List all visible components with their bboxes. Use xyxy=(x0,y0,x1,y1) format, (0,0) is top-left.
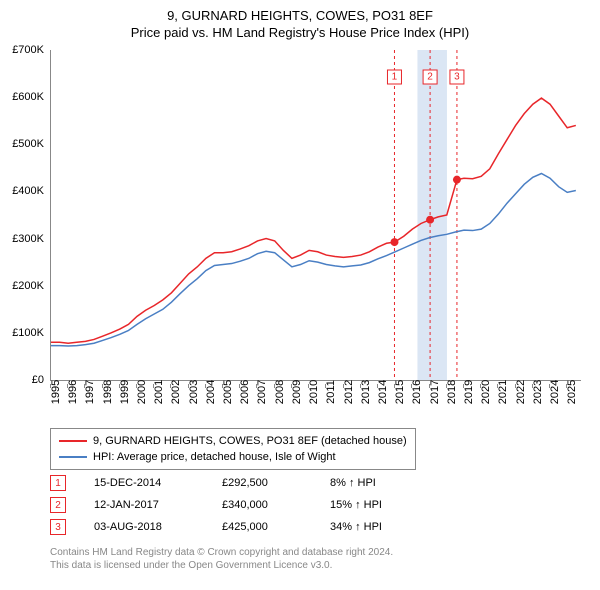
x-tick-label: 2025 xyxy=(566,380,578,404)
sales-date: 15-DEC-2014 xyxy=(94,477,194,489)
x-tick-label: 2016 xyxy=(411,380,423,404)
x-tick-label: 2021 xyxy=(497,380,509,404)
x-tick-label: 1998 xyxy=(102,380,114,404)
sale-marker-number: 1 xyxy=(392,72,398,83)
sales-hpi: 8% ↑ HPI xyxy=(330,477,420,489)
x-tick-label: 2006 xyxy=(239,380,251,404)
series-line-property xyxy=(51,98,576,343)
y-tick-label: £500K xyxy=(12,138,44,150)
legend-label-property: 9, GURNARD HEIGHTS, COWES, PO31 8EF (det… xyxy=(93,433,407,449)
sales-table: 1 15-DEC-2014 £292,500 8% ↑ HPI 2 12-JAN-2017… xyxy=(50,472,420,538)
series-line-hpi xyxy=(51,174,576,347)
legend-label-hpi: HPI: Average price, detached house, Isle… xyxy=(93,449,336,465)
x-tick-label: 2010 xyxy=(308,380,320,404)
x-axis-ticks: 1995199619971998199920002001200220032004… xyxy=(50,384,580,434)
sales-price: £340,000 xyxy=(222,499,302,511)
x-tick-label: 2004 xyxy=(205,380,217,404)
x-tick-label: 2022 xyxy=(515,380,527,404)
y-tick-label: £300K xyxy=(12,233,44,245)
sale-dot xyxy=(390,238,398,246)
sales-badge: 2 xyxy=(50,497,66,513)
x-tick-label: 1997 xyxy=(84,380,96,404)
legend-row-hpi: HPI: Average price, detached house, Isle… xyxy=(59,449,407,465)
y-tick-label: £600K xyxy=(12,91,44,103)
sales-row: 2 12-JAN-2017 £340,000 15% ↑ HPI xyxy=(50,494,420,516)
sales-hpi: 15% ↑ HPI xyxy=(330,499,420,511)
x-tick-label: 2013 xyxy=(360,380,372,404)
sales-hpi: 34% ↑ HPI xyxy=(330,521,420,533)
sales-row: 1 15-DEC-2014 £292,500 8% ↑ HPI xyxy=(50,472,420,494)
x-tick-label: 2019 xyxy=(463,380,475,404)
sale-marker-number: 3 xyxy=(454,72,460,83)
x-tick-label: 2014 xyxy=(377,380,389,404)
x-tick-label: 2009 xyxy=(291,380,303,404)
legend-swatch-hpi xyxy=(59,456,87,458)
sales-badge: 3 xyxy=(50,519,66,535)
sale-band xyxy=(417,50,447,380)
sales-row: 3 03-AUG-2018 £425,000 34% ↑ HPI xyxy=(50,516,420,538)
footer-line1: Contains HM Land Registry data © Crown c… xyxy=(50,546,393,559)
y-tick-label: £100K xyxy=(12,327,44,339)
x-tick-label: 2020 xyxy=(480,380,492,404)
y-tick-label: £700K xyxy=(12,44,44,56)
x-tick-label: 2012 xyxy=(343,380,355,404)
sale-dot xyxy=(453,176,461,184)
sales-price: £425,000 xyxy=(222,521,302,533)
chart-svg: 1 2 3 xyxy=(51,50,581,380)
x-tick-label: 2000 xyxy=(136,380,148,404)
x-tick-label: 2008 xyxy=(274,380,286,404)
footer: Contains HM Land Registry data © Crown c… xyxy=(50,546,393,572)
sales-badge: 1 xyxy=(50,475,66,491)
legend: 9, GURNARD HEIGHTS, COWES, PO31 8EF (det… xyxy=(50,428,416,470)
x-tick-label: 1996 xyxy=(67,380,79,404)
y-axis-ticks: £0£100K£200K£300K£400K£500K£600K£700K xyxy=(0,50,48,380)
x-tick-label: 1999 xyxy=(119,380,131,404)
legend-swatch-property xyxy=(59,440,87,442)
x-tick-label: 2001 xyxy=(153,380,165,404)
y-tick-label: £0 xyxy=(32,374,44,386)
legend-row-property: 9, GURNARD HEIGHTS, COWES, PO31 8EF (det… xyxy=(59,433,407,449)
y-tick-label: £400K xyxy=(12,185,44,197)
footer-line2: This data is licensed under the Open Gov… xyxy=(50,559,393,572)
x-tick-label: 2017 xyxy=(429,380,441,404)
x-tick-label: 2007 xyxy=(256,380,268,404)
title-line1: 9, GURNARD HEIGHTS, COWES, PO31 8EF xyxy=(0,8,600,23)
sales-date: 12-JAN-2017 xyxy=(94,499,194,511)
x-tick-label: 2015 xyxy=(394,380,406,404)
chart-container: 9, GURNARD HEIGHTS, COWES, PO31 8EF Pric… xyxy=(0,0,600,590)
x-tick-label: 2024 xyxy=(549,380,561,404)
x-tick-label: 2003 xyxy=(188,380,200,404)
sales-price: £292,500 xyxy=(222,477,302,489)
title-block: 9, GURNARD HEIGHTS, COWES, PO31 8EF Pric… xyxy=(0,0,600,40)
title-line2: Price paid vs. HM Land Registry's House … xyxy=(0,25,600,40)
x-tick-label: 2018 xyxy=(446,380,458,404)
x-tick-label: 2023 xyxy=(532,380,544,404)
sale-dot xyxy=(426,216,434,224)
y-tick-label: £200K xyxy=(12,280,44,292)
x-tick-label: 2011 xyxy=(325,380,337,404)
sales-date: 03-AUG-2018 xyxy=(94,521,194,533)
plot-area: 1 2 3 xyxy=(50,50,581,381)
sale-marker-number: 2 xyxy=(427,72,433,83)
x-tick-label: 2002 xyxy=(170,380,182,404)
x-tick-label: 2005 xyxy=(222,380,234,404)
x-tick-label: 1995 xyxy=(50,380,62,404)
